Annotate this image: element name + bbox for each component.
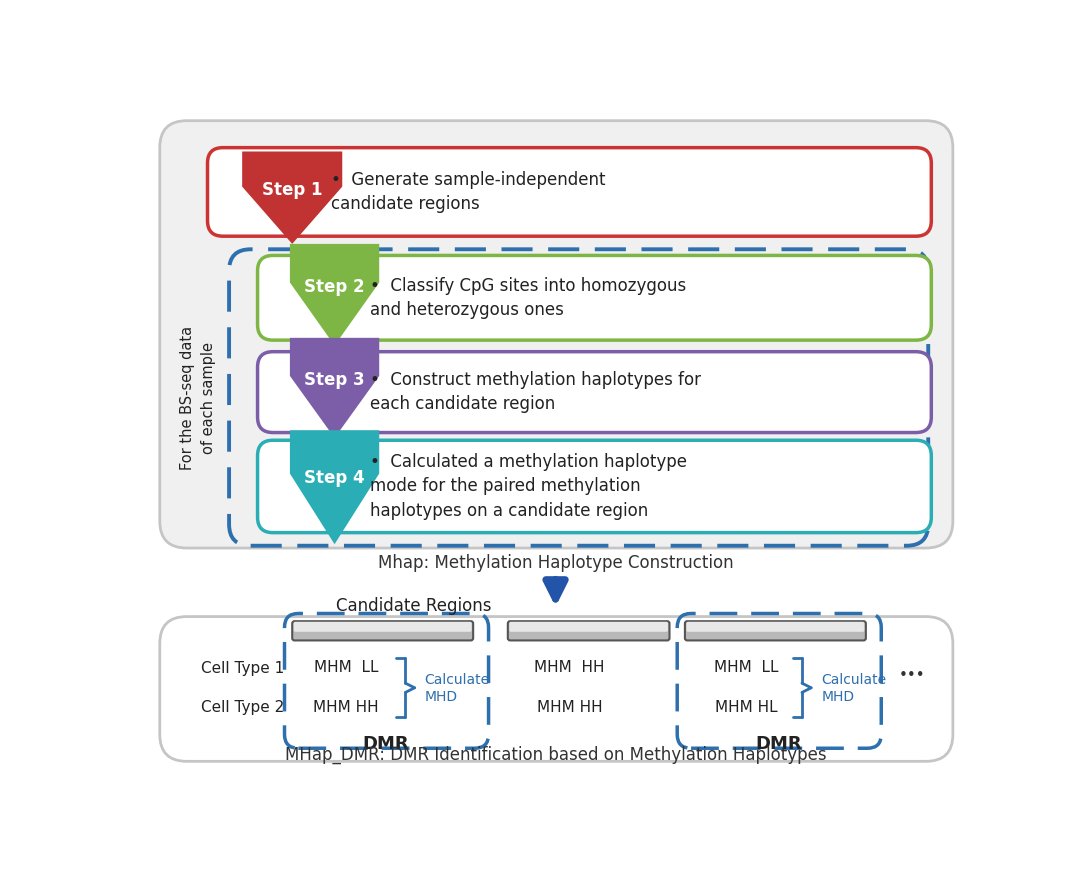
- Text: For the BS-seq data
of each sample: For the BS-seq data of each sample: [180, 326, 217, 470]
- FancyBboxPatch shape: [293, 621, 473, 640]
- Text: MHM  LL: MHM LL: [714, 660, 778, 675]
- FancyBboxPatch shape: [509, 622, 668, 631]
- Polygon shape: [289, 430, 379, 544]
- FancyBboxPatch shape: [159, 617, 953, 761]
- Text: MHM  LL: MHM LL: [314, 660, 378, 675]
- FancyBboxPatch shape: [159, 121, 953, 548]
- FancyBboxPatch shape: [686, 622, 864, 631]
- Text: •  Calculated a methylation haplotype
mode for the paired methylation
haplotypes: • Calculated a methylation haplotype mod…: [370, 453, 687, 520]
- Text: Cell Type 2: Cell Type 2: [202, 700, 285, 715]
- Text: Candidate Regions: Candidate Regions: [336, 597, 492, 615]
- Text: Calculate
MHD: Calculate MHD: [425, 672, 490, 704]
- FancyBboxPatch shape: [507, 621, 670, 640]
- Text: •••: •••: [899, 667, 926, 683]
- Polygon shape: [289, 244, 379, 346]
- Text: MHM  HH: MHM HH: [534, 660, 605, 675]
- Text: MHM HH: MHM HH: [313, 700, 379, 715]
- Text: •  Construct methylation haplotypes for
each candidate region: • Construct methylation haplotypes for e…: [370, 371, 701, 413]
- Polygon shape: [289, 338, 379, 438]
- Text: DMR: DMR: [756, 735, 802, 753]
- FancyBboxPatch shape: [258, 352, 931, 433]
- Text: Step 1: Step 1: [262, 181, 322, 199]
- FancyBboxPatch shape: [258, 255, 931, 341]
- Text: Step 4: Step 4: [305, 469, 365, 487]
- Text: •  Generate sample-independent
candidate regions: • Generate sample-independent candidate …: [331, 171, 605, 213]
- Text: DMR: DMR: [363, 735, 410, 753]
- FancyBboxPatch shape: [294, 622, 472, 631]
- Text: MHM HL: MHM HL: [715, 700, 778, 715]
- Text: Mhap: Methylation Haplotype Construction: Mhap: Methylation Haplotype Construction: [377, 555, 734, 572]
- Text: Step 3: Step 3: [305, 371, 365, 388]
- Text: MHap_DMR: DMR Identification based on Methylation Haplotypes: MHap_DMR: DMR Identification based on Me…: [285, 746, 826, 765]
- Polygon shape: [242, 152, 343, 244]
- Text: MHM HH: MHM HH: [537, 700, 603, 715]
- Text: Calculate
MHD: Calculate MHD: [822, 672, 887, 704]
- Text: •  Classify CpG sites into homozygous
and heterozygous ones: • Classify CpG sites into homozygous and…: [370, 277, 686, 319]
- Text: Step 2: Step 2: [305, 278, 365, 295]
- Text: Cell Type 1: Cell Type 1: [202, 661, 285, 677]
- FancyBboxPatch shape: [207, 148, 931, 236]
- FancyBboxPatch shape: [258, 440, 931, 533]
- FancyBboxPatch shape: [685, 621, 866, 640]
